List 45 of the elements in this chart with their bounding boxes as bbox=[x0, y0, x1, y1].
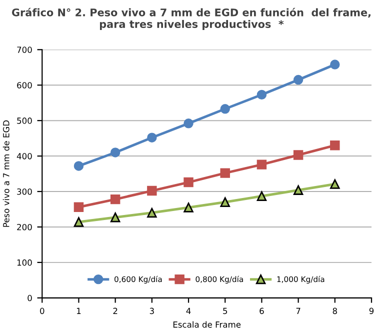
point bbox=[147, 132, 157, 142]
point bbox=[256, 191, 267, 201]
y-tick-label: 100 bbox=[17, 259, 32, 266]
y-tick-label: 600 bbox=[17, 82, 32, 88]
y-tick-label: 400 bbox=[16, 153, 32, 160]
y-tick-label: 300 bbox=[17, 188, 32, 195]
point bbox=[220, 104, 230, 114]
x-axis-title: Escala de Frame bbox=[173, 321, 241, 328]
point bbox=[293, 150, 304, 160]
x-tick-label: 1 bbox=[76, 308, 81, 314]
point bbox=[256, 160, 267, 170]
point bbox=[74, 161, 84, 171]
y-tick-label: 700 bbox=[17, 46, 32, 53]
point bbox=[330, 60, 340, 70]
point bbox=[147, 208, 157, 218]
x-tick-label: 7 bbox=[296, 308, 300, 314]
point bbox=[110, 148, 120, 158]
point bbox=[220, 168, 230, 178]
point bbox=[74, 202, 84, 212]
x-tick-label: 5 bbox=[223, 308, 228, 314]
point bbox=[110, 212, 120, 222]
point bbox=[147, 186, 157, 196]
chart-title: Gráfico N° 2. Peso vivo a 7 mm de EGD en función del frame, para tres niveles productivos * bbox=[12, 8, 370, 30]
x-tick-label: 2 bbox=[113, 308, 118, 314]
point bbox=[220, 197, 230, 208]
x-tick-label: 6 bbox=[260, 308, 264, 314]
x-tick-label: 3 bbox=[150, 308, 154, 314]
x-tick-label: 8 bbox=[332, 308, 337, 314]
point bbox=[110, 194, 120, 204]
point bbox=[330, 140, 340, 150]
point bbox=[330, 179, 340, 189]
point bbox=[184, 202, 194, 212]
point bbox=[256, 90, 267, 100]
point bbox=[184, 118, 194, 128]
x-tick-label: 0 bbox=[40, 308, 44, 314]
x-tick-label: 4 bbox=[186, 308, 191, 314]
point bbox=[184, 177, 194, 188]
point bbox=[293, 185, 304, 195]
y-tick-label: 200 bbox=[17, 224, 32, 230]
y-axis-title: Peso vivo a 7 mm de EGD bbox=[2, 120, 10, 227]
point bbox=[293, 74, 304, 85]
point bbox=[74, 217, 84, 227]
x-tick-label: 9 bbox=[369, 308, 374, 314]
y-tick-label: 0 bbox=[28, 294, 32, 302]
y-tick-label: 500 bbox=[17, 118, 32, 124]
